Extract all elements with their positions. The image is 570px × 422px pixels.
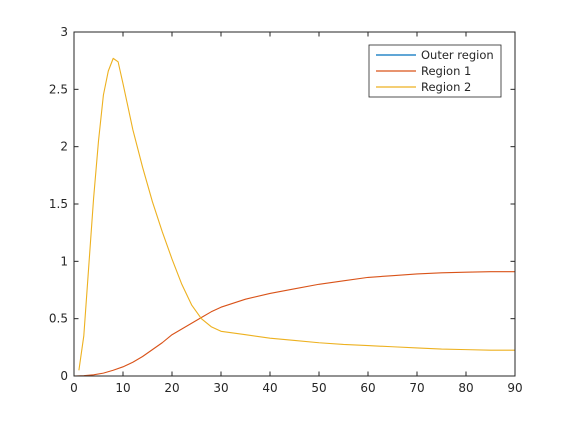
x-tick-label: 60 [360,381,375,395]
x-tick-label: 40 [262,381,277,395]
y-tick-label: 0 [60,369,68,383]
y-tick-label: 1.5 [49,197,68,211]
y-tick-label: 3 [60,25,68,39]
y-tick-label: 2 [60,140,68,154]
series-line-region-2 [78,57,515,371]
x-tick-label: 50 [311,381,326,395]
y-tick-label: 0.5 [49,312,68,326]
x-tick-label: 0 [70,381,78,395]
x-tick-label: 30 [213,381,228,395]
x-tick-label: 20 [164,381,179,395]
x-tick-label: 10 [115,381,130,395]
legend-label-outer-region: Outer region [421,48,494,62]
x-tick-label: 90 [507,381,522,395]
y-tick-label: 2.5 [49,82,68,96]
legend-label-region-2: Region 2 [421,80,471,94]
legend-label-region-1: Region 1 [421,64,471,78]
legend: Outer region Region 1 Region 2 [368,44,502,98]
y-tick-label: 1 [60,254,68,268]
series-line-region-1 [73,271,515,377]
x-tick-label: 80 [458,381,473,395]
x-tick-label: 70 [409,381,424,395]
ticks-layer: 0 10 20 30 40 50 60 70 80 90 0 0.5 1 1.5 2 2.5 3 [49,25,523,395]
